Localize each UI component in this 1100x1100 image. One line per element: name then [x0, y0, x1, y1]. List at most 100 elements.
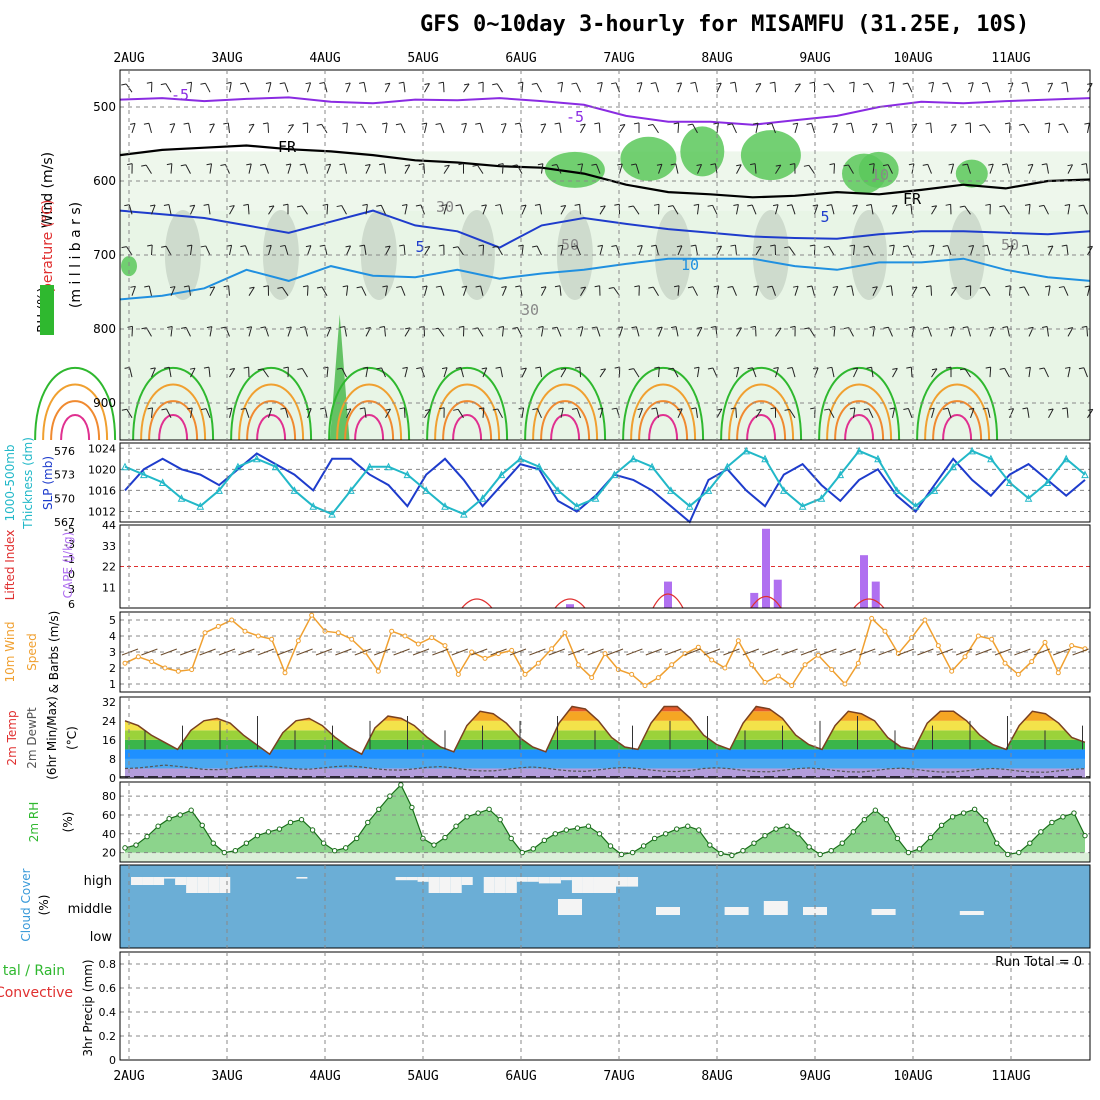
wind-barb	[383, 163, 386, 174]
wind-barb-flag	[925, 122, 931, 125]
wind-barb-flag	[534, 203, 541, 206]
surface-wind-barb	[238, 648, 255, 656]
wind-speed-point	[522, 671, 528, 677]
wind-barb-flag	[571, 82, 577, 85]
temperature-contour	[246, 400, 297, 441]
wind-barb	[559, 285, 562, 296]
wind-barb	[775, 164, 782, 174]
wind-barb-flag	[475, 285, 481, 288]
wind-barb-flag	[243, 366, 249, 369]
wind-barb	[732, 286, 737, 296]
wind-barb	[853, 367, 859, 378]
wind-barb	[190, 205, 196, 215]
rh-point	[122, 845, 128, 851]
wind-barb-flag	[1084, 122, 1090, 125]
surface-wind-barb	[509, 648, 527, 656]
wind-barb-flag	[600, 205, 606, 208]
wind-barb	[946, 82, 952, 93]
wind-barb	[655, 245, 659, 256]
wind-barb	[911, 326, 915, 337]
wind-barb-flag	[149, 204, 156, 207]
rh-point	[464, 814, 470, 820]
wind-barb-flag	[164, 366, 170, 369]
temperature-contour	[826, 383, 893, 441]
wind-barb-flag	[809, 81, 815, 84]
wind-barb	[477, 327, 484, 337]
wind-barb	[695, 245, 698, 256]
wind-barb-flag	[1002, 326, 1008, 329]
wind-barb-flag	[200, 82, 206, 85]
wind-barb	[833, 286, 839, 296]
wind-speed-point	[709, 657, 715, 663]
surface-wind-barb	[820, 648, 837, 656]
surface-wind-barb	[703, 648, 721, 656]
wind-barb	[460, 367, 464, 378]
wind-barb-flag	[770, 407, 776, 410]
wind-barb	[890, 122, 893, 133]
axis-label-barbs: & Barbs (m/s)	[47, 611, 61, 694]
wind-barb	[385, 245, 391, 256]
wind-barb-flag	[948, 326, 955, 329]
wind-barb-flag	[358, 81, 365, 84]
cloud-high-bar	[395, 877, 407, 881]
wind-barb	[131, 123, 136, 134]
wind-barb-flag	[789, 163, 795, 166]
wind-barb	[344, 326, 347, 337]
cloud-high-bar	[186, 877, 198, 893]
wind-barb-flag	[498, 325, 504, 328]
wind-barb-flag	[657, 326, 663, 329]
rh-point	[541, 837, 548, 844]
wind-barb-flag	[892, 367, 898, 370]
y-tick-label: 16	[102, 734, 116, 747]
rh-point	[265, 829, 272, 835]
wind-barb-flag	[999, 205, 1005, 208]
wind-speed-point	[189, 667, 195, 673]
wind-barb-flag	[630, 163, 637, 166]
wind-barb	[148, 285, 152, 296]
rh-point	[718, 850, 724, 857]
temperature-contour	[924, 383, 991, 441]
rh-point	[629, 849, 636, 856]
wind-barb-flag	[385, 408, 391, 411]
rh-point	[508, 835, 514, 842]
surface-wind-barb	[315, 648, 333, 656]
wind-speed-point	[855, 660, 861, 666]
wind-barb	[986, 245, 991, 256]
wind-barb	[497, 408, 503, 419]
wind-barb-flag	[339, 326, 345, 329]
wind-barb-flag	[421, 122, 427, 125]
rh-point	[166, 816, 172, 822]
wind-barb	[400, 123, 406, 134]
wind-barb-flag	[240, 407, 246, 410]
wind-barb-flag	[1001, 163, 1008, 166]
wind-barb	[655, 407, 659, 418]
wind-barb	[346, 122, 348, 133]
wind-barb-flag	[223, 285, 229, 288]
wind-barb-flag	[849, 81, 855, 84]
wind-barb-flag	[325, 163, 331, 166]
wind-barb-flag	[905, 203, 912, 206]
wind-barb-flag	[597, 81, 603, 84]
wind-barb-flag	[319, 82, 325, 85]
wind-barb	[599, 368, 607, 378]
lifted-index-line	[750, 595, 782, 609]
rh-moist-patch	[680, 126, 725, 177]
rh-point	[342, 845, 349, 851]
thickness-point	[874, 454, 882, 463]
wind-speed-point	[215, 623, 221, 629]
wind-barb-flag	[189, 204, 195, 207]
wind-barb-flag	[286, 326, 292, 329]
wind-barb	[363, 82, 367, 93]
wind-barb-flag	[687, 286, 694, 289]
wind-barb	[556, 326, 562, 337]
surface-wind-barb	[1033, 648, 1050, 656]
wind-barb	[437, 327, 445, 337]
surface-wind-barb	[742, 648, 759, 656]
wind-barb	[828, 83, 835, 93]
axis-label-thickness: 1000-500mb	[3, 444, 17, 521]
wind-barb	[228, 285, 230, 296]
wind-barb-flag	[985, 203, 991, 206]
wind-barb	[346, 408, 352, 419]
wind-barb	[343, 163, 347, 174]
temperature-contour	[540, 400, 591, 441]
